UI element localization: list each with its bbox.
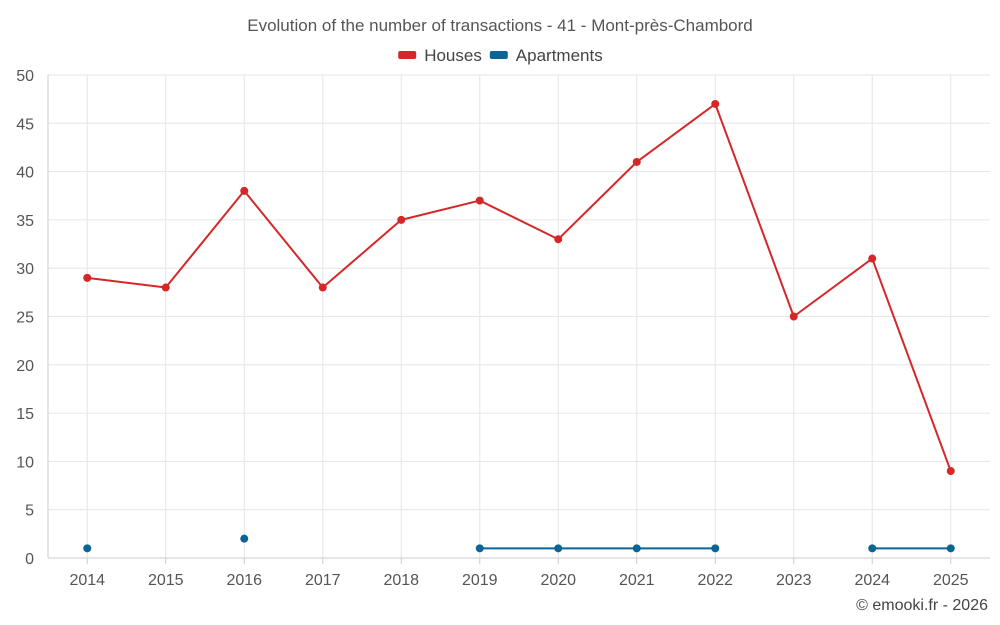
x-tick-label: 2025 [933,572,969,589]
credit-text: © emooki.fr - 2026 [856,597,988,614]
x-tick-label: 2017 [305,572,341,589]
houses-line-segment [87,276,166,289]
houses-point-2020[interactable] [554,235,563,244]
grid [48,74,990,559]
y-tick-label: 10 [16,454,34,471]
chart-title: Evolution of the number of transactions … [247,16,753,35]
apartments-point-2022[interactable] [711,544,720,553]
y-tick-label: 25 [16,310,34,327]
y-tick-label: 45 [16,116,34,133]
x-tick-label: 2023 [776,572,812,589]
houses-point-2021[interactable] [632,157,641,166]
houses-point-2022[interactable] [711,99,720,108]
houses-line-segment [164,190,246,289]
houses-point-2016[interactable] [240,186,249,195]
apartments-point-2025[interactable] [946,544,955,553]
x-tick-label: 2015 [148,572,184,589]
x-tick-label: 2022 [697,572,733,589]
x-tick-label: 2024 [854,572,890,589]
houses-point-2015[interactable] [161,283,170,292]
apartments-point-2014[interactable] [83,544,92,553]
y-tick-label: 5 [25,503,34,520]
legend-label-apartments: Apartments [516,46,603,65]
x-tick-label: 2021 [619,572,655,589]
legend-label-houses: Houses [424,46,482,65]
houses-line-segment [401,199,480,221]
houses-point-2018[interactable] [397,215,406,224]
y-tick-label: 50 [16,68,34,85]
legend-item-apartments[interactable]: Apartments [489,46,603,65]
x-tick-label: 2020 [540,572,576,589]
legend: Houses Apartments [398,46,603,65]
apartments-point-2024[interactable] [868,544,877,553]
x-tick-label: 2018 [383,572,419,589]
y-tick-label: 35 [16,213,34,230]
houses-point-2014[interactable] [83,273,92,282]
y-tick-label: 30 [16,261,34,278]
y-tick-label: 20 [16,358,34,375]
series-apartments [83,534,955,553]
apartments-point-2021[interactable] [632,544,641,553]
houses-line-segment [243,190,324,289]
apartments-point-2020[interactable] [554,544,563,553]
legend-swatch-houses [398,51,417,59]
apartments-point-2019[interactable] [475,544,484,553]
houses-line-segment [557,161,638,240]
houses-point-2024[interactable] [868,254,877,263]
series-houses [83,99,955,476]
houses-line-segment [479,199,559,241]
houses-point-2019[interactable] [475,196,484,205]
houses-line-segment [871,258,952,472]
legend-swatch-apartments [489,51,508,59]
houses-line-segment [793,257,873,318]
houses-line-segment [636,103,716,163]
legend-item-houses[interactable]: Houses [398,46,482,65]
houses-point-2025[interactable] [946,467,955,476]
y-tick-label: 0 [25,551,34,568]
x-tick-label: 2019 [462,572,498,589]
series-layer [83,99,955,553]
y-tick-label: 40 [16,165,34,182]
x-tick-label: 2014 [69,572,105,589]
houses-point-2023[interactable] [789,312,798,321]
y-tick-label: 15 [16,406,34,423]
houses-line-segment [322,219,402,289]
houses-line-segment [714,103,795,317]
houses-point-2017[interactable] [318,283,327,292]
apartments-point-2016[interactable] [240,534,249,543]
x-tick-label: 2016 [226,572,262,589]
